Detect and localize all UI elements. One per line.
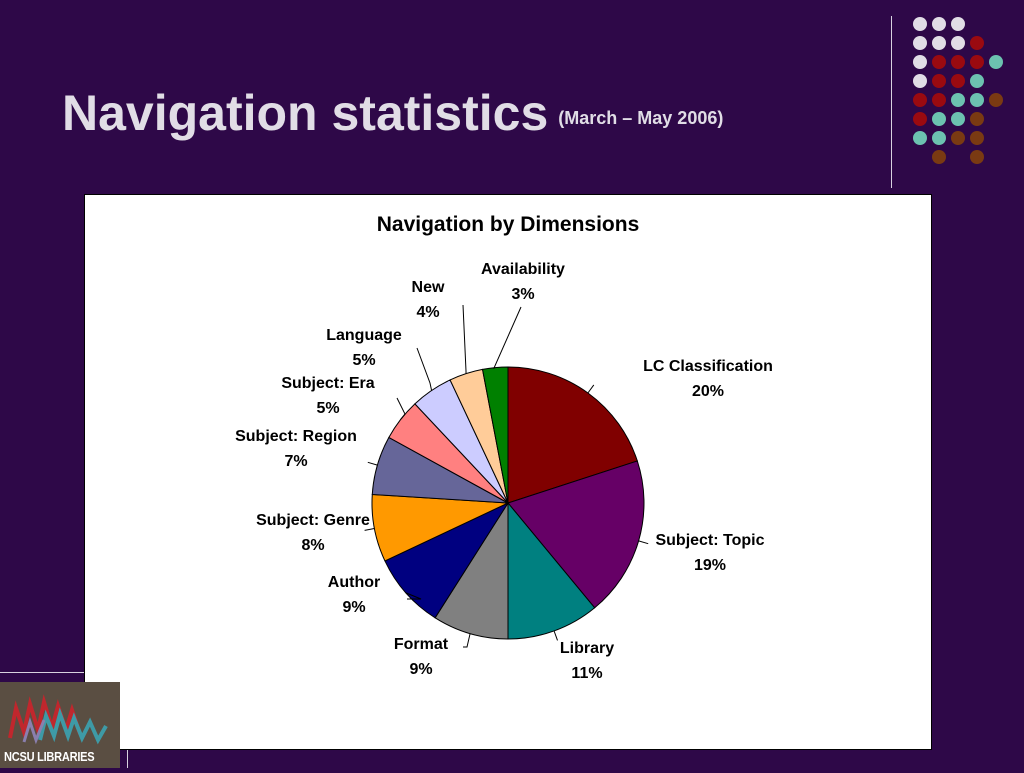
decoration-dot [989,55,1003,69]
slice-category-label: Subject: Topic [655,532,764,549]
decoration-dot [913,112,927,126]
slice-category-label: Subject: Era [281,375,374,392]
slice-category-label: Format [394,636,449,653]
slice-percent-label: 19% [694,557,726,574]
slice-percent-label: 11% [571,665,602,682]
slice-category-label: Availability [481,261,565,278]
slice-category-label: Subject: Region [235,428,357,445]
pie-chart: LC Classification 20% Subject: Topic 19% Lib… [235,261,773,682]
decoration-dot [932,93,946,107]
slice-percent-label: 3% [511,286,534,303]
decoration-dot [989,93,1003,107]
decoration-dot [970,74,984,88]
decoration-dot [913,17,927,31]
decoration-dot [913,74,927,88]
slice-category-label: Language [326,327,402,344]
leader-line [463,633,471,648]
leader-line [405,592,422,600]
decoration-dot [932,74,946,88]
slice-percent-label: 20% [692,383,724,400]
ncsu-libraries-logo: NCSU LIBRARIES [0,682,120,768]
pie-slice [507,460,645,609]
logo-text: NCSU LIBRARIES [4,749,95,764]
decoration-dot [970,93,984,107]
decoration-dot [932,150,946,164]
decoration-dot [932,112,946,126]
slice-percent-label: 5% [352,352,375,369]
decoration-dot [951,17,965,31]
leader-line [462,304,467,374]
pie-slice [481,366,509,504]
slice-category-label: LC Classification [643,358,773,375]
decoration-dot [970,36,984,50]
slice-percent-label: 8% [301,537,324,554]
dot-grid-decoration [913,17,1003,164]
vertical-divider [891,16,892,188]
decoration-dot [932,131,946,145]
slice-percent-label: 5% [316,400,339,417]
pie-slice [507,501,596,640]
slice-percent-label: 7% [284,453,307,470]
slide-subtitle: (March – May 2006) [558,108,724,128]
decoration-dot [970,150,984,164]
decoration-dot [932,55,946,69]
decoration-dot [951,55,965,69]
decoration-dot [951,74,965,88]
decoration-dot [932,36,946,50]
leader-line [587,384,595,394]
decoration-dot [970,131,984,145]
slice-percent-label: 9% [342,599,365,616]
decoration-dot [970,55,984,69]
leader-line [364,528,375,531]
decoration-dot [913,93,927,107]
decoration-dot [951,112,965,126]
leader-line [493,306,522,369]
leader-line [367,461,378,466]
decoration-dot [951,131,965,145]
decoration-dot [913,36,927,50]
leader-line [416,347,433,391]
slide-title: Navigation statistics (March – May 2006) [62,88,723,138]
bottom-vertical-divider [127,748,128,768]
slice-category-label: Subject: Genre [256,512,370,529]
decoration-dot [951,93,965,107]
slice-category-label: Author [328,574,380,591]
decoration-dot [913,131,927,145]
decoration-dot [970,112,984,126]
decoration-dot [951,36,965,50]
leader-line [553,630,558,641]
decoration-dot [932,17,946,31]
slide-title-text: Navigation statistics [62,85,549,141]
slice-category-label: New [412,279,445,296]
slice-percent-label: 4% [416,304,439,321]
horizontal-divider [0,672,84,673]
logo-graphic [8,694,108,745]
decoration-dot [913,55,927,69]
leader-line [638,540,649,545]
chart-panel: Navigation by Dimensions LC Classificati… [84,194,932,750]
slice-category-label: Library [560,640,614,657]
leader-line [396,397,406,420]
slice-percent-label: 9% [409,661,432,678]
chart-title: Navigation by Dimensions [376,213,640,236]
